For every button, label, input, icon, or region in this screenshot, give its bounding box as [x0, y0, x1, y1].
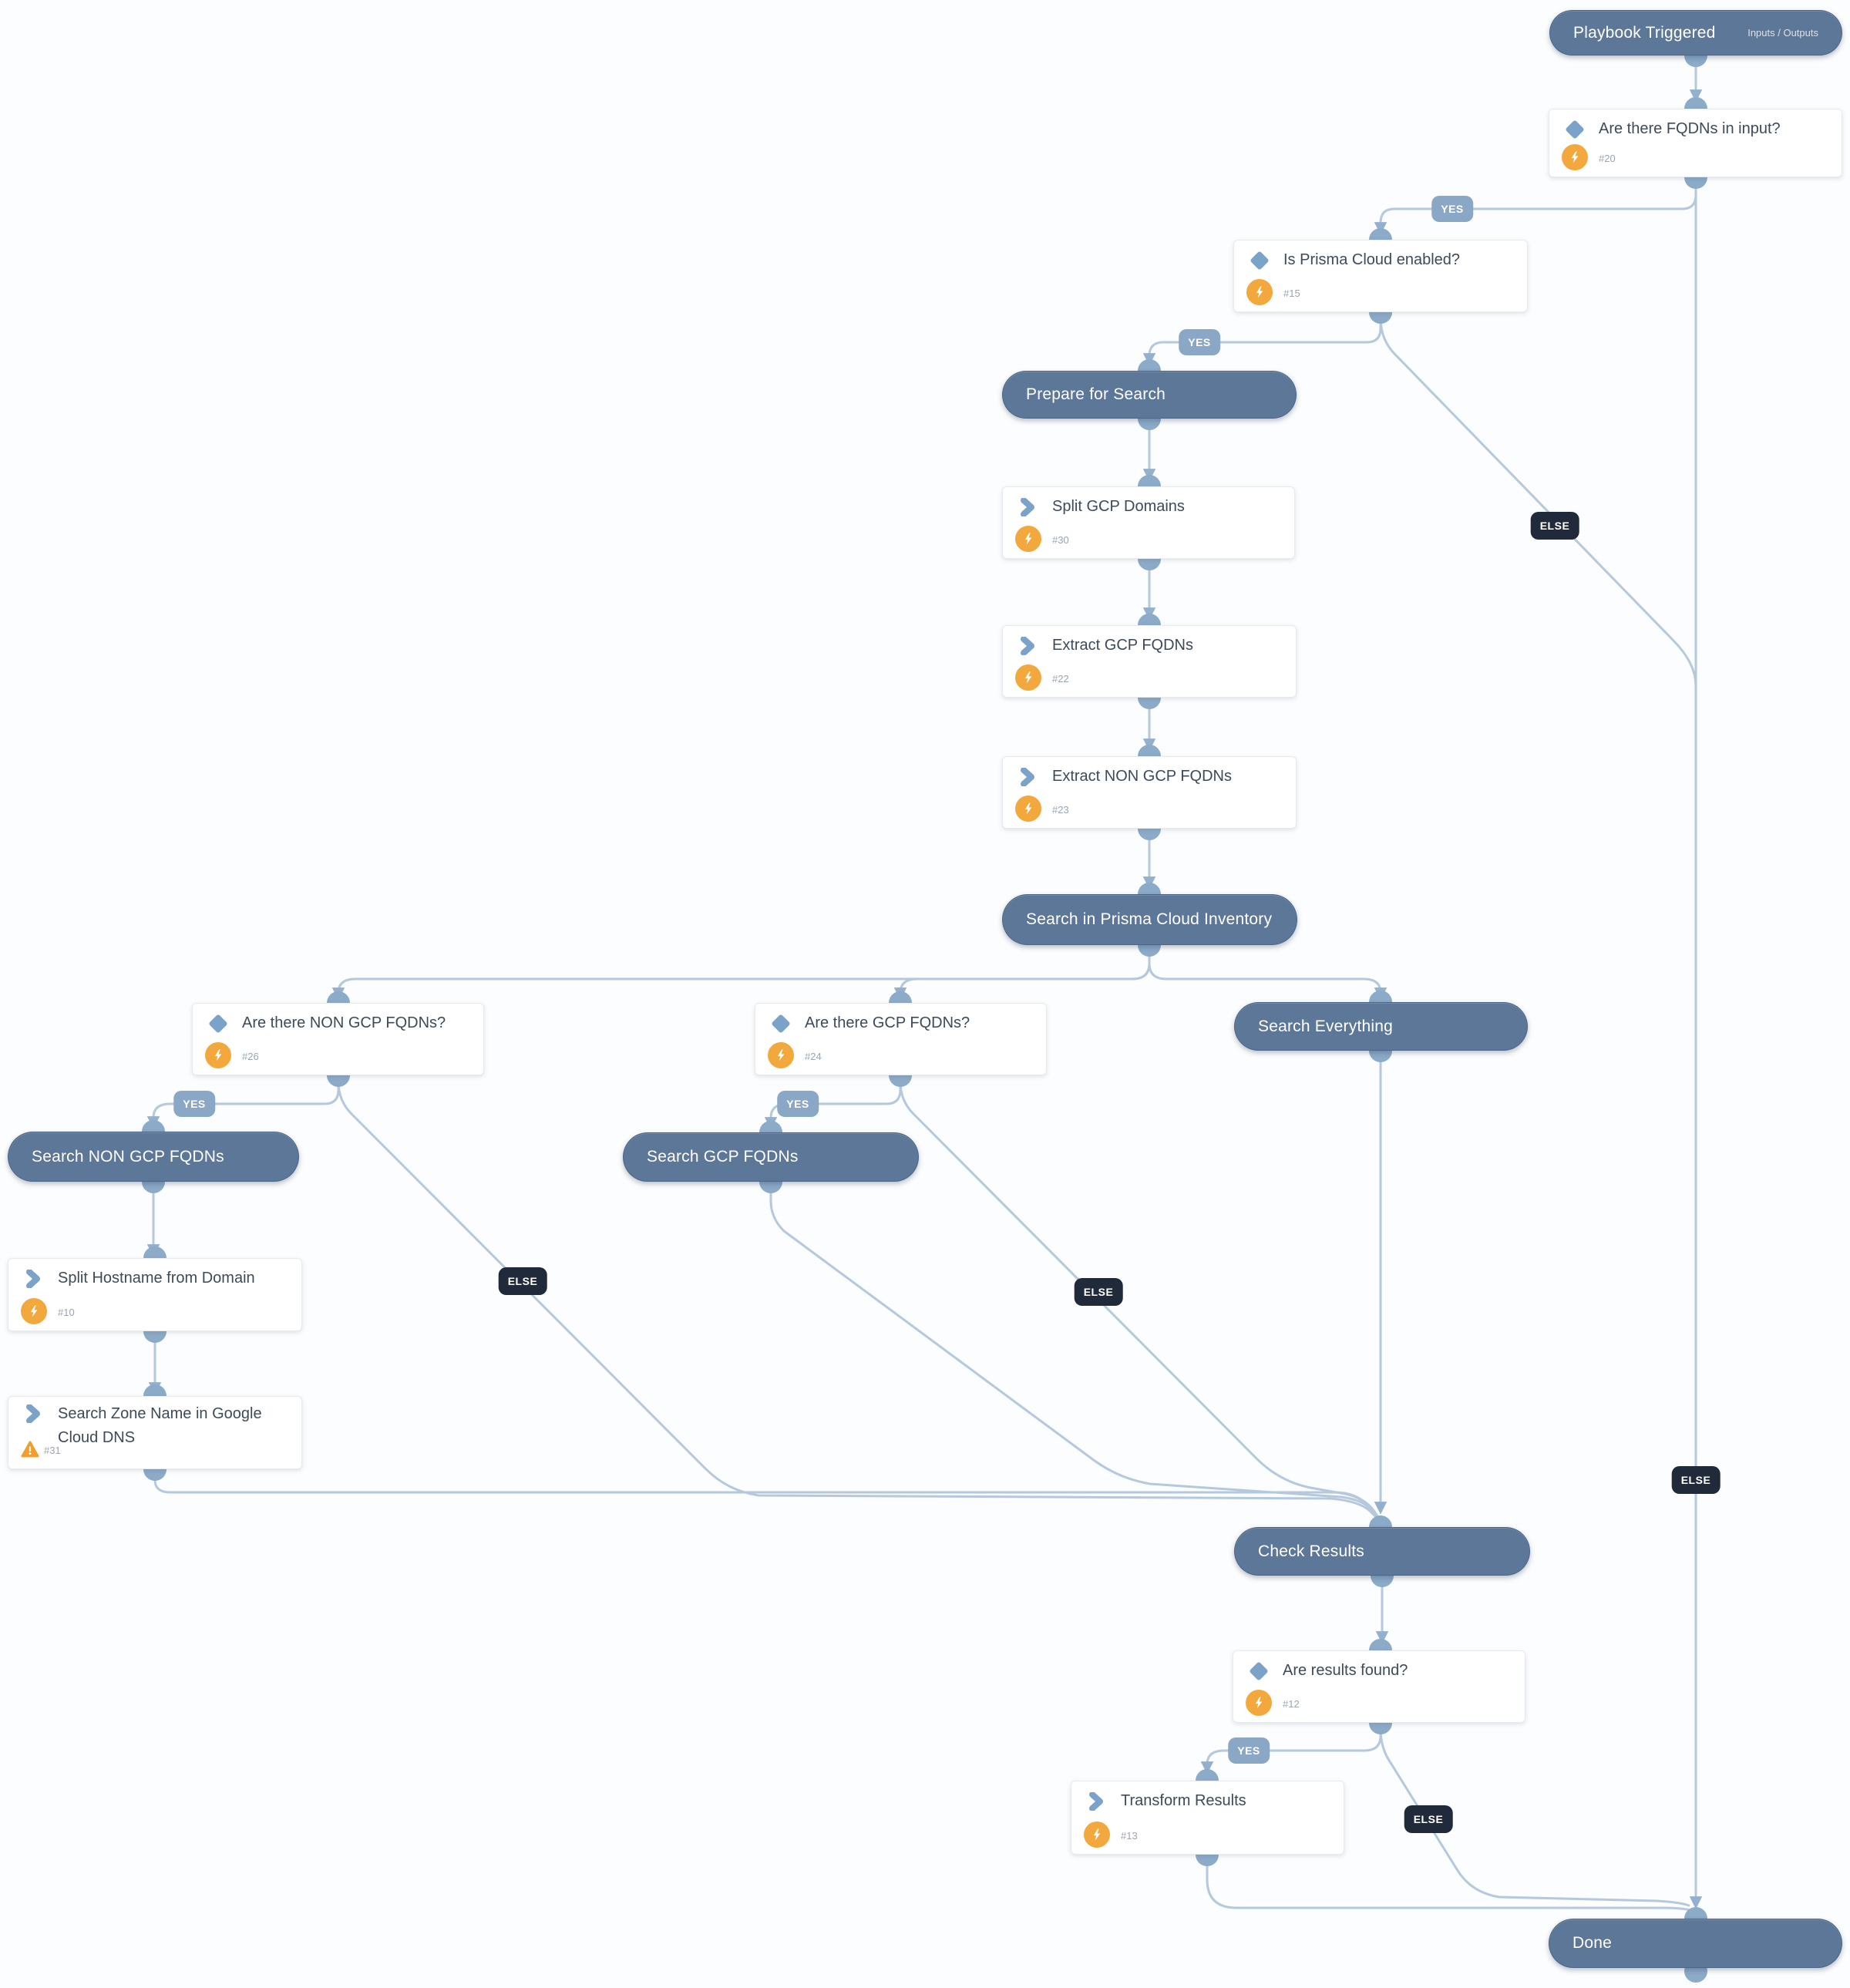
node-task-extract-non-gcp-fqdns[interactable]: Extract NON GCP FQDNs #23: [1002, 756, 1297, 829]
edge-label-else-fqdns: ELSE: [1671, 1466, 1720, 1494]
task-title: Split GCP Domains: [1052, 498, 1185, 515]
node-title: Search in Prisma Cloud Inventory: [1026, 910, 1273, 928]
task-chevron-icon: [1018, 636, 1038, 656]
task-number: #15: [1283, 288, 1300, 299]
edge-label-else-results: ELSE: [1404, 1805, 1453, 1833]
edge-label-yes-non-gcp: YES: [173, 1091, 215, 1117]
node-search-non-gcp-fqdns[interactable]: Search NON GCP FQDNs: [8, 1132, 299, 1182]
condition-diamond-icon: [1565, 119, 1585, 140]
edge-label-yes-fqdns: YES: [1431, 196, 1473, 222]
task-chevron-icon: [24, 1404, 44, 1424]
condition-diamond-icon: [771, 1014, 791, 1034]
node-title: Search Everything: [1258, 1017, 1393, 1035]
edge-label-else-gcp: ELSE: [1074, 1278, 1123, 1306]
node-playbook-triggered[interactable]: Playbook Triggered Inputs / Outputs: [1549, 10, 1842, 56]
task-chevron-icon: [24, 1269, 44, 1289]
node-task-extract-gcp-fqdns[interactable]: Extract GCP FQDNs #22: [1002, 625, 1297, 698]
node-check-results[interactable]: Check Results: [1234, 1527, 1530, 1576]
task-title: Are there NON GCP FQDNs?: [242, 1014, 446, 1031]
task-title: Extract GCP FQDNs: [1052, 637, 1193, 654]
node-title: Check Results: [1258, 1542, 1364, 1560]
automation-lightning-icon: [21, 1298, 47, 1324]
edge-label-yes-prisma: YES: [1179, 329, 1220, 355]
task-number: #24: [805, 1051, 822, 1062]
condition-diamond-icon: [1249, 1661, 1269, 1681]
automation-lightning-icon: [205, 1042, 231, 1068]
task-title: Are there FQDNs in input?: [1599, 120, 1781, 137]
edge-label-else-non-gcp: ELSE: [498, 1267, 547, 1295]
node-search-gcp-fqdns[interactable]: Search GCP FQDNs: [623, 1132, 919, 1182]
node-task-search-zone-name-google-cloud-dns[interactable]: Search Zone Name in Google Cloud DNS #31: [8, 1396, 302, 1469]
automation-lightning-icon: [1015, 664, 1041, 691]
automation-lightning-icon: [1246, 1690, 1272, 1716]
inputs-outputs-link[interactable]: Inputs / Outputs: [1747, 27, 1818, 39]
task-title: Transform Results: [1121, 1792, 1246, 1809]
condition-diamond-icon: [208, 1014, 228, 1034]
task-title: Extract NON GCP FQDNs: [1052, 768, 1232, 785]
node-condition-are-there-fqdns-in-input[interactable]: Are there FQDNs in input? #20: [1549, 109, 1842, 177]
task-number: #10: [58, 1307, 75, 1318]
task-number: #22: [1052, 673, 1069, 685]
edge-label-yes-gcp: YES: [777, 1091, 819, 1117]
task-number: #12: [1283, 1698, 1300, 1710]
node-title: Playbook Triggered: [1573, 23, 1716, 42]
automation-lightning-icon: [768, 1042, 794, 1068]
automation-lightning-icon: [1015, 526, 1041, 552]
task-title: Are results found?: [1283, 1662, 1408, 1679]
task-number: #13: [1121, 1830, 1138, 1842]
edge-label-yes-results: YES: [1228, 1737, 1270, 1764]
task-number: #20: [1599, 153, 1616, 164]
node-condition-is-prisma-cloud-enabled[interactable]: Is Prisma Cloud enabled? #15: [1233, 240, 1528, 312]
task-number: #31: [44, 1445, 61, 1456]
task-title: Split Hostname from Domain: [58, 1270, 255, 1287]
edge-label-else-prisma: ELSE: [1530, 512, 1579, 540]
automation-lightning-icon: [1246, 279, 1273, 305]
node-condition-are-results-found[interactable]: Are results found? #12: [1233, 1650, 1525, 1723]
task-number: #23: [1052, 804, 1069, 816]
task-title: Are there GCP FQDNs?: [805, 1014, 970, 1031]
task-title: Search Zone Name in Google Cloud DNS: [58, 1405, 262, 1446]
node-condition-are-there-non-gcp-fqdns[interactable]: Are there NON GCP FQDNs? #26: [192, 1003, 484, 1075]
node-task-transform-results[interactable]: Transform Results #13: [1071, 1781, 1344, 1855]
task-chevron-icon: [1087, 1791, 1107, 1811]
node-search-everything[interactable]: Search Everything: [1234, 1002, 1528, 1051]
node-title: Prepare for Search: [1026, 385, 1166, 403]
task-number: #26: [242, 1051, 259, 1062]
node-title: Done: [1572, 1934, 1613, 1952]
task-chevron-icon: [1018, 767, 1038, 787]
automation-lightning-icon: [1015, 796, 1041, 822]
condition-diamond-icon: [1250, 251, 1270, 271]
node-done[interactable]: Done: [1549, 1919, 1842, 1968]
task-chevron-icon: [1018, 497, 1038, 517]
node-prepare-for-search[interactable]: Prepare for Search: [1002, 371, 1297, 419]
node-title: Search NON GCP FQDNs: [32, 1147, 224, 1166]
task-title: Is Prisma Cloud enabled?: [1283, 251, 1461, 268]
task-number: #30: [1052, 534, 1069, 546]
automation-lightning-icon: [1084, 1821, 1110, 1848]
node-search-in-prisma-cloud-inventory[interactable]: Search in Prisma Cloud Inventory: [1002, 894, 1297, 945]
node-task-split-hostname-from-domain[interactable]: Split Hostname from Domain #10: [8, 1258, 302, 1331]
automation-lightning-icon: [1562, 144, 1588, 170]
node-title: Search GCP FQDNs: [647, 1148, 799, 1166]
warning-triangle-icon: [21, 1441, 39, 1458]
node-condition-are-there-gcp-fqdns[interactable]: Are there GCP FQDNs? #24: [755, 1003, 1047, 1075]
node-task-split-gcp-domains[interactable]: Split GCP Domains #30: [1002, 486, 1295, 559]
